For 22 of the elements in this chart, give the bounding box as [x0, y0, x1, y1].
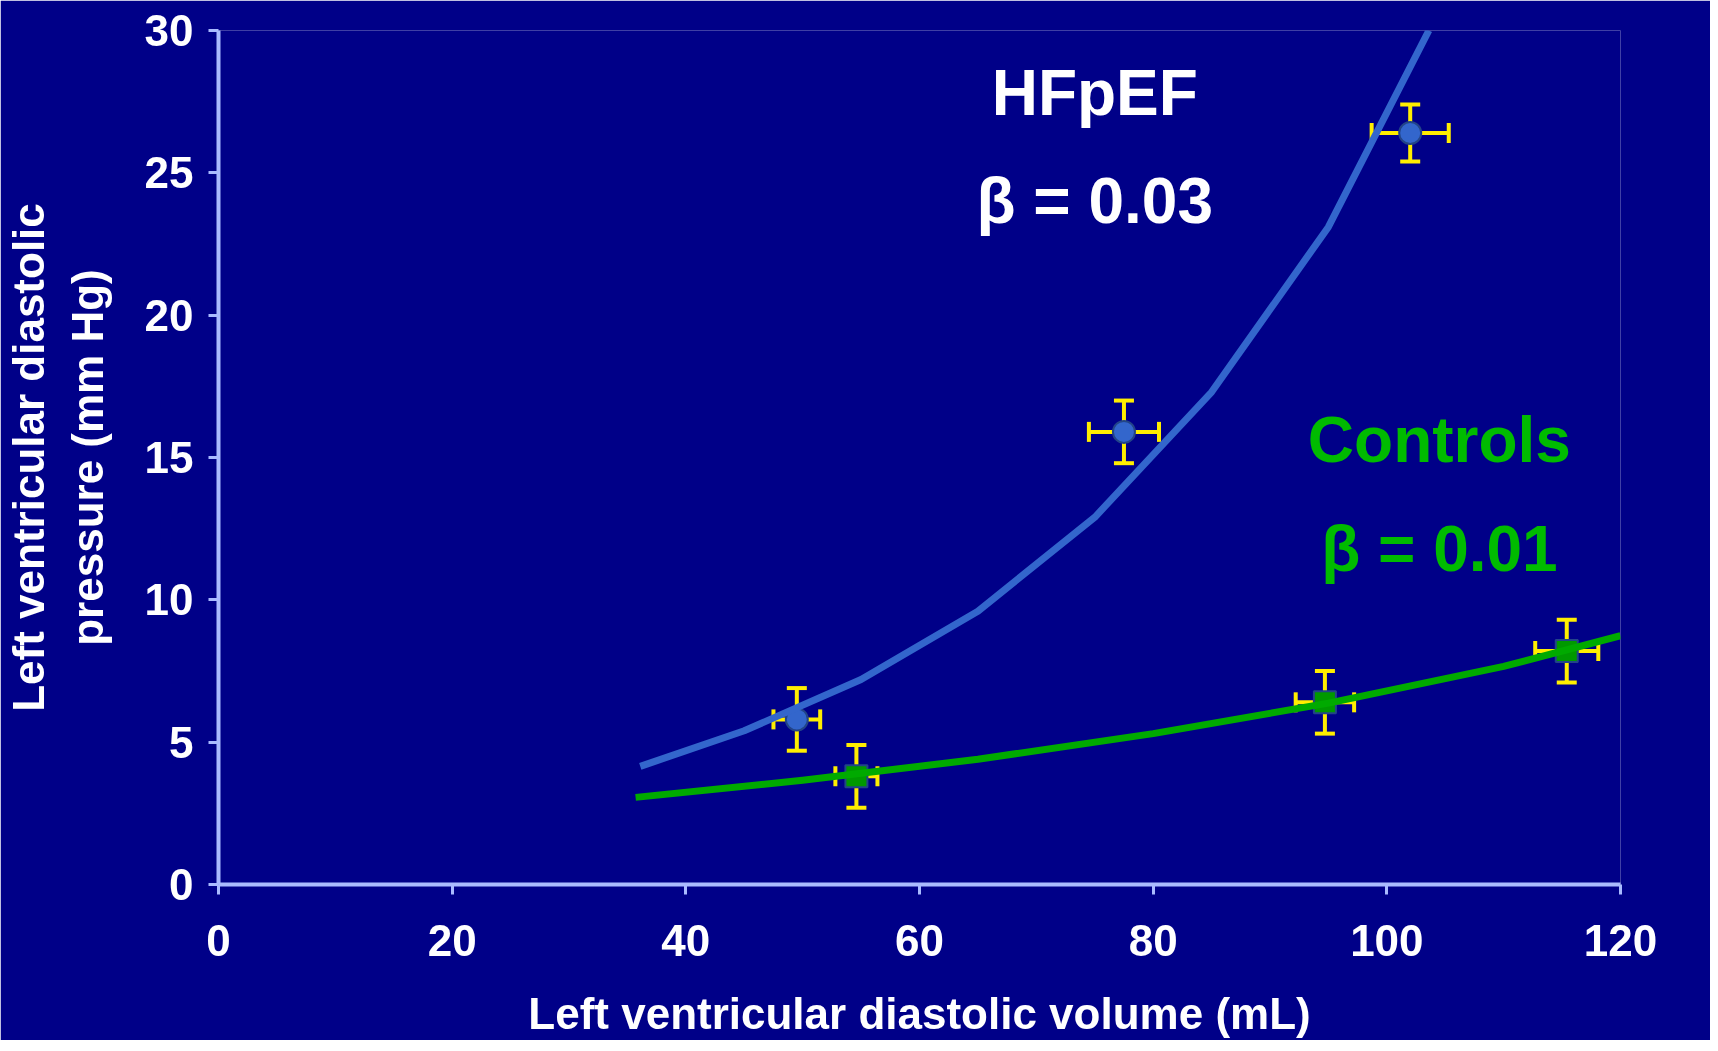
text: Controls — [1307, 404, 1571, 477]
x-axis-title: Left ventricular diastolic volume (mL) — [528, 988, 1311, 1038]
x-tick-label: 40 — [661, 915, 711, 965]
annotation: HFpEF — [991, 57, 1198, 130]
x-tick-label: 0 — [206, 915, 231, 965]
y-tick-label: 10 — [144, 575, 194, 625]
y-tick-label: 5 — [169, 717, 194, 767]
y-tick-label: 25 — [144, 148, 194, 198]
y-tick-label: 15 — [144, 433, 194, 482]
y-tick-label: 0 — [169, 860, 194, 909]
y-axis-title: Left ventricular diastolic pressure (mm Hg) — [3, 203, 112, 712]
point — [1111, 419, 1136, 444]
x-tick-label: 20 — [427, 915, 477, 965]
annotation: β = 0.03 — [976, 165, 1214, 238]
x-tick-label: 60 — [895, 915, 944, 965]
y-tick-label: 20 — [144, 290, 194, 340]
x-tick-label: 120 — [1583, 915, 1658, 965]
annotation: β = 0.01 — [1321, 512, 1558, 585]
x-tick-label: 100 — [1350, 915, 1424, 965]
x-tick-label: 80 — [1128, 915, 1178, 965]
y-tick-label: 30 — [144, 6, 194, 55]
point — [1398, 121, 1423, 145]
